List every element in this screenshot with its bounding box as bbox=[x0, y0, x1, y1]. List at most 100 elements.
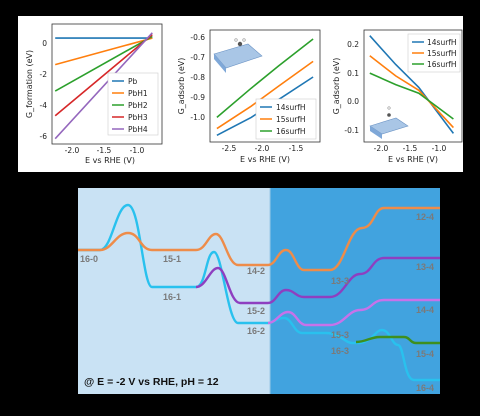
legend-label-pbh2: PbH2 bbox=[128, 101, 148, 110]
state-label-16-3: 16-3 bbox=[331, 346, 349, 356]
series-line-14surfh bbox=[369, 35, 455, 134]
state-label-14-4: 14-4 bbox=[416, 305, 434, 315]
series-line-16surfh bbox=[216, 38, 314, 119]
slab-side bbox=[214, 54, 226, 73]
energy-diagram: 16-0 15-1 16-1 14-2 15-2 16-2 13-3 15-3 … bbox=[78, 188, 440, 394]
series-line-15surfh bbox=[216, 60, 314, 130]
plot-adsorption-energy-2: -2.0 -1.5 -1.0 0.2 0.1 0.0 -0.1 E vs RHE… bbox=[332, 29, 463, 164]
plot3-xtick: -2.0 bbox=[374, 144, 389, 153]
plot2-yticks: -0.6 -0.7 -0.8 -0.9 -1.0 bbox=[190, 33, 205, 122]
plot3-ylabel: G_adsorb (eV) bbox=[332, 58, 341, 115]
plot-adsorption-energy-1: -2.5 -2.0 -1.5 -0.6 -0.7 -0.8 -0.9 -1.0 … bbox=[177, 29, 321, 164]
adsorbate-atom bbox=[387, 106, 391, 110]
plot1-xtick: -2.0 bbox=[65, 146, 80, 155]
legend-label-16surfh: 16surfH bbox=[427, 60, 457, 69]
legend-label-14surfh: 14surfH bbox=[427, 38, 457, 47]
plot1-xlabel: E vs RHE (V) bbox=[85, 156, 135, 165]
plot3-xticks: -2.0 -1.5 -1.0 bbox=[374, 144, 447, 153]
slab-illustration-2 bbox=[369, 106, 409, 139]
series-line-15surfh bbox=[369, 55, 454, 129]
path-green bbox=[355, 335, 440, 345]
state-label-13-4: 13-4 bbox=[416, 262, 434, 272]
slab-surface bbox=[213, 43, 263, 69]
path-purple bbox=[195, 256, 440, 305]
plot2-ytick: -0.9 bbox=[190, 93, 205, 102]
legend-label-pbh3: PbH3 bbox=[128, 113, 148, 122]
adsorbate-atom bbox=[242, 38, 246, 42]
plot3-xlabel: E vs RHE (V) bbox=[388, 155, 438, 164]
plot3-xtick: -1.0 bbox=[432, 144, 447, 153]
plot1-yticks: 0 -2 -4 -6 bbox=[40, 39, 48, 141]
plot2-xtick: -1.5 bbox=[289, 144, 304, 153]
plot1-xtick: -1.0 bbox=[130, 146, 145, 155]
series-line-16surfh bbox=[369, 72, 454, 120]
plot2-ytick: -1.0 bbox=[190, 113, 205, 122]
state-label-16-1: 16-1 bbox=[163, 292, 181, 302]
plot2-xlabel: E vs RHE (V) bbox=[240, 155, 290, 164]
left-region-background bbox=[78, 188, 270, 394]
legend-label-16surfh: 16surfH bbox=[276, 127, 306, 136]
plot1-xtick: -1.5 bbox=[97, 146, 112, 155]
plot1-frame bbox=[51, 23, 163, 145]
plot1-legend-box bbox=[107, 72, 159, 136]
state-label-15-4: 16-4 bbox=[416, 383, 434, 393]
plot2-xtick: -2.5 bbox=[222, 144, 237, 153]
state-label-15-2: 15-2 bbox=[247, 306, 265, 316]
legend-label-pbh1: PbH1 bbox=[128, 89, 148, 98]
series-line-pbh1 bbox=[54, 37, 153, 66]
slab-illustration-1 bbox=[213, 38, 263, 73]
state-label-13-3: 13-3 bbox=[331, 276, 349, 286]
plot1-ytick: 0 bbox=[42, 39, 47, 48]
state-label-16-4: 15-4 bbox=[416, 349, 434, 359]
adsorbate-atom bbox=[387, 113, 391, 117]
plot2-xticks: -2.5 -2.0 -1.5 bbox=[222, 144, 304, 153]
legend-label-14surfh: 14surfH bbox=[276, 103, 306, 112]
plot2-ytick: -0.6 bbox=[190, 33, 205, 42]
adsorbate-atom bbox=[237, 41, 243, 47]
plot3-legend: 14surfH 15surfH 16surfH bbox=[407, 33, 461, 73]
condition-text: @ E = -2 V vs RHE, pH = 12 bbox=[84, 376, 219, 388]
series-line-pbh3 bbox=[54, 33, 153, 117]
plot3-ytick: 0.0 bbox=[347, 97, 359, 106]
slab-side bbox=[370, 126, 382, 139]
state-label-15-3: 15-3 bbox=[331, 330, 349, 340]
plot3-ytick: 0.1 bbox=[347, 69, 359, 78]
plot1-legend: Pb PbH1 PbH2 PbH3 PbH4 bbox=[107, 72, 159, 136]
plot2-xtick: -2.0 bbox=[255, 144, 270, 153]
plot1-ytick: -2 bbox=[40, 70, 48, 79]
plot2-ylabel: G_adsorb (eV) bbox=[177, 58, 186, 115]
plot1-series-group bbox=[54, 32, 153, 140]
state-label-16-2: 16-2 bbox=[247, 326, 265, 336]
plot3-frame bbox=[363, 29, 463, 143]
plot2-ytick: -0.7 bbox=[190, 53, 205, 62]
plot3-series-group bbox=[369, 35, 455, 134]
path-cyan bbox=[78, 203, 440, 382]
plot1-ytick: -4 bbox=[40, 101, 48, 110]
plot3-xtick: -1.5 bbox=[403, 144, 418, 153]
plot1-xticks: -2.0 -1.5 -1.0 bbox=[65, 146, 145, 155]
legend-label-pbh4: PbH4 bbox=[128, 125, 148, 134]
slab-surface bbox=[369, 117, 409, 135]
state-label-16-0: 16-0 bbox=[80, 254, 98, 264]
state-label-15-1: 15-1 bbox=[163, 254, 181, 264]
plot2-ytick: -0.8 bbox=[190, 73, 205, 82]
series-line-pbh4 bbox=[54, 32, 153, 140]
plot1-ylabel: G_formation (eV) bbox=[25, 50, 34, 118]
legend-label-pb: Pb bbox=[128, 77, 138, 86]
path-orange bbox=[78, 206, 440, 272]
adsorbate-atom bbox=[234, 38, 238, 42]
path-lilac bbox=[267, 298, 440, 327]
plot2-frame bbox=[209, 29, 321, 143]
state-label-14-2: 14-2 bbox=[247, 266, 265, 276]
plot-formation-energy: -2.0 -1.5 -1.0 0 -2 -4 -6 E vs RHE (V) G… bbox=[25, 23, 163, 165]
plot3-ytick: 0.2 bbox=[347, 40, 359, 49]
legend-label-15surfh: 15surfH bbox=[276, 115, 306, 124]
series-line-pbh2 bbox=[54, 35, 153, 92]
top-panel-background bbox=[18, 16, 463, 172]
state-label-12-4: 12-4 bbox=[416, 212, 434, 222]
legend-label-15surfh: 15surfH bbox=[427, 49, 457, 58]
plot3-yticks: 0.2 0.1 0.0 -0.1 bbox=[344, 40, 359, 135]
plot2-legend: 14surfH 15surfH 16surfH bbox=[255, 98, 317, 140]
plot1-ytick: -6 bbox=[40, 132, 48, 141]
